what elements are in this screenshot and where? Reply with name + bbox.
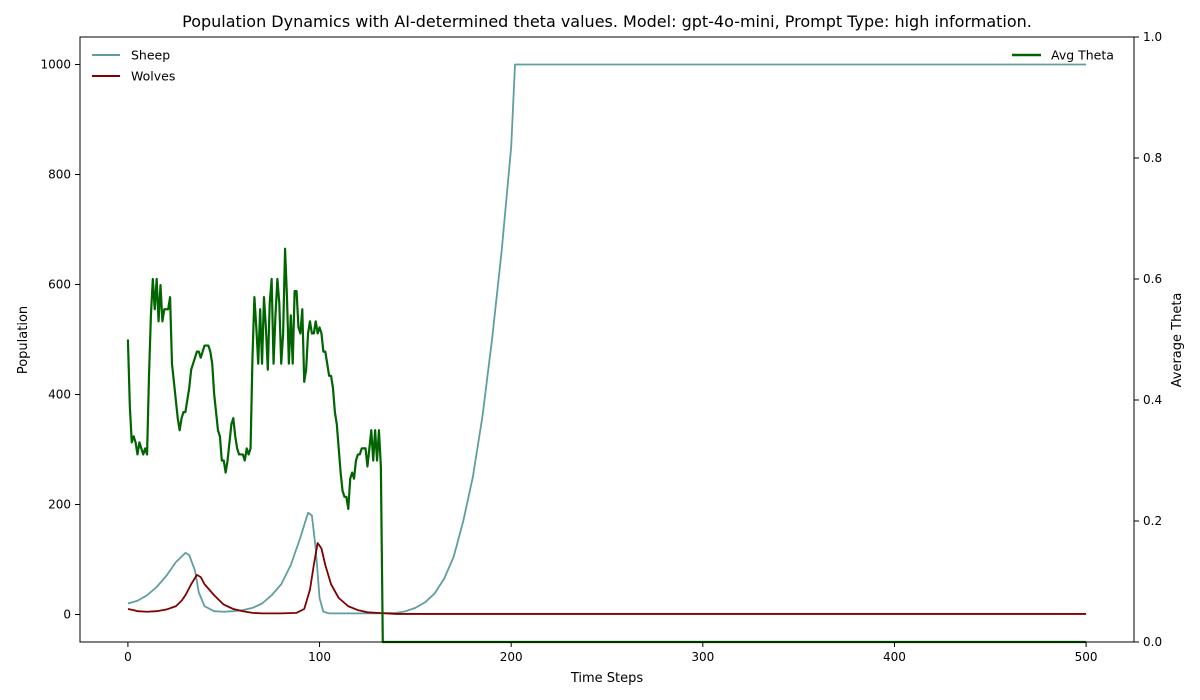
series-line-0 [127,63,1087,615]
y-axis-label: Population [16,306,31,374]
y2-tick-label: 0.4 [1143,393,1162,407]
plot-frame [79,36,1135,643]
plot-area [79,36,1135,644]
y2-axis-ticks: 0.0 0.2 0.4 0.6 0.8 1.0 [1134,30,1162,649]
y-tick-label: 400 [48,388,71,402]
y2-tick-label: 0.8 [1143,151,1162,165]
y2-tick-label: 0.6 [1143,272,1162,286]
legend-label-sheep: Sheep [131,48,170,63]
chart-title: Population Dynamics with AI-determined t… [182,12,1032,31]
x-tick-label: 400 [883,650,906,664]
x-tick-label: 300 [691,650,714,664]
y2-tick-label: 0.2 [1143,514,1162,528]
y-axis-ticks: 0 200 400 600 800 1000 [40,58,80,622]
y-tick-label: 0 [63,608,71,622]
legend-label-avg-theta: Avg Theta [1051,48,1114,63]
x-tick-label: 100 [308,650,331,664]
y2-tick-label: 1.0 [1143,30,1162,44]
legend: Sheep Wolves Avg Theta [92,48,1114,84]
y2-tick-label: 0.0 [1143,635,1162,649]
series-line-1 [127,542,1087,615]
x-tick-label: 200 [500,650,523,664]
x-tick-label: 500 [1075,650,1098,664]
y-tick-label: 800 [48,168,71,182]
y2-axis-label: Average Theta [1170,293,1185,388]
y-tick-label: 1000 [40,58,71,72]
y-tick-label: 200 [48,498,71,512]
x-tick-label: 0 [124,650,132,664]
x-axis-ticks: 0 100 200 300 400 500 [124,642,1098,664]
x-axis-label: Time Steps [570,671,644,686]
legend-label-wolves: Wolves [131,69,175,84]
series-line-2 [126,247,1087,644]
y-tick-label: 600 [48,278,71,292]
